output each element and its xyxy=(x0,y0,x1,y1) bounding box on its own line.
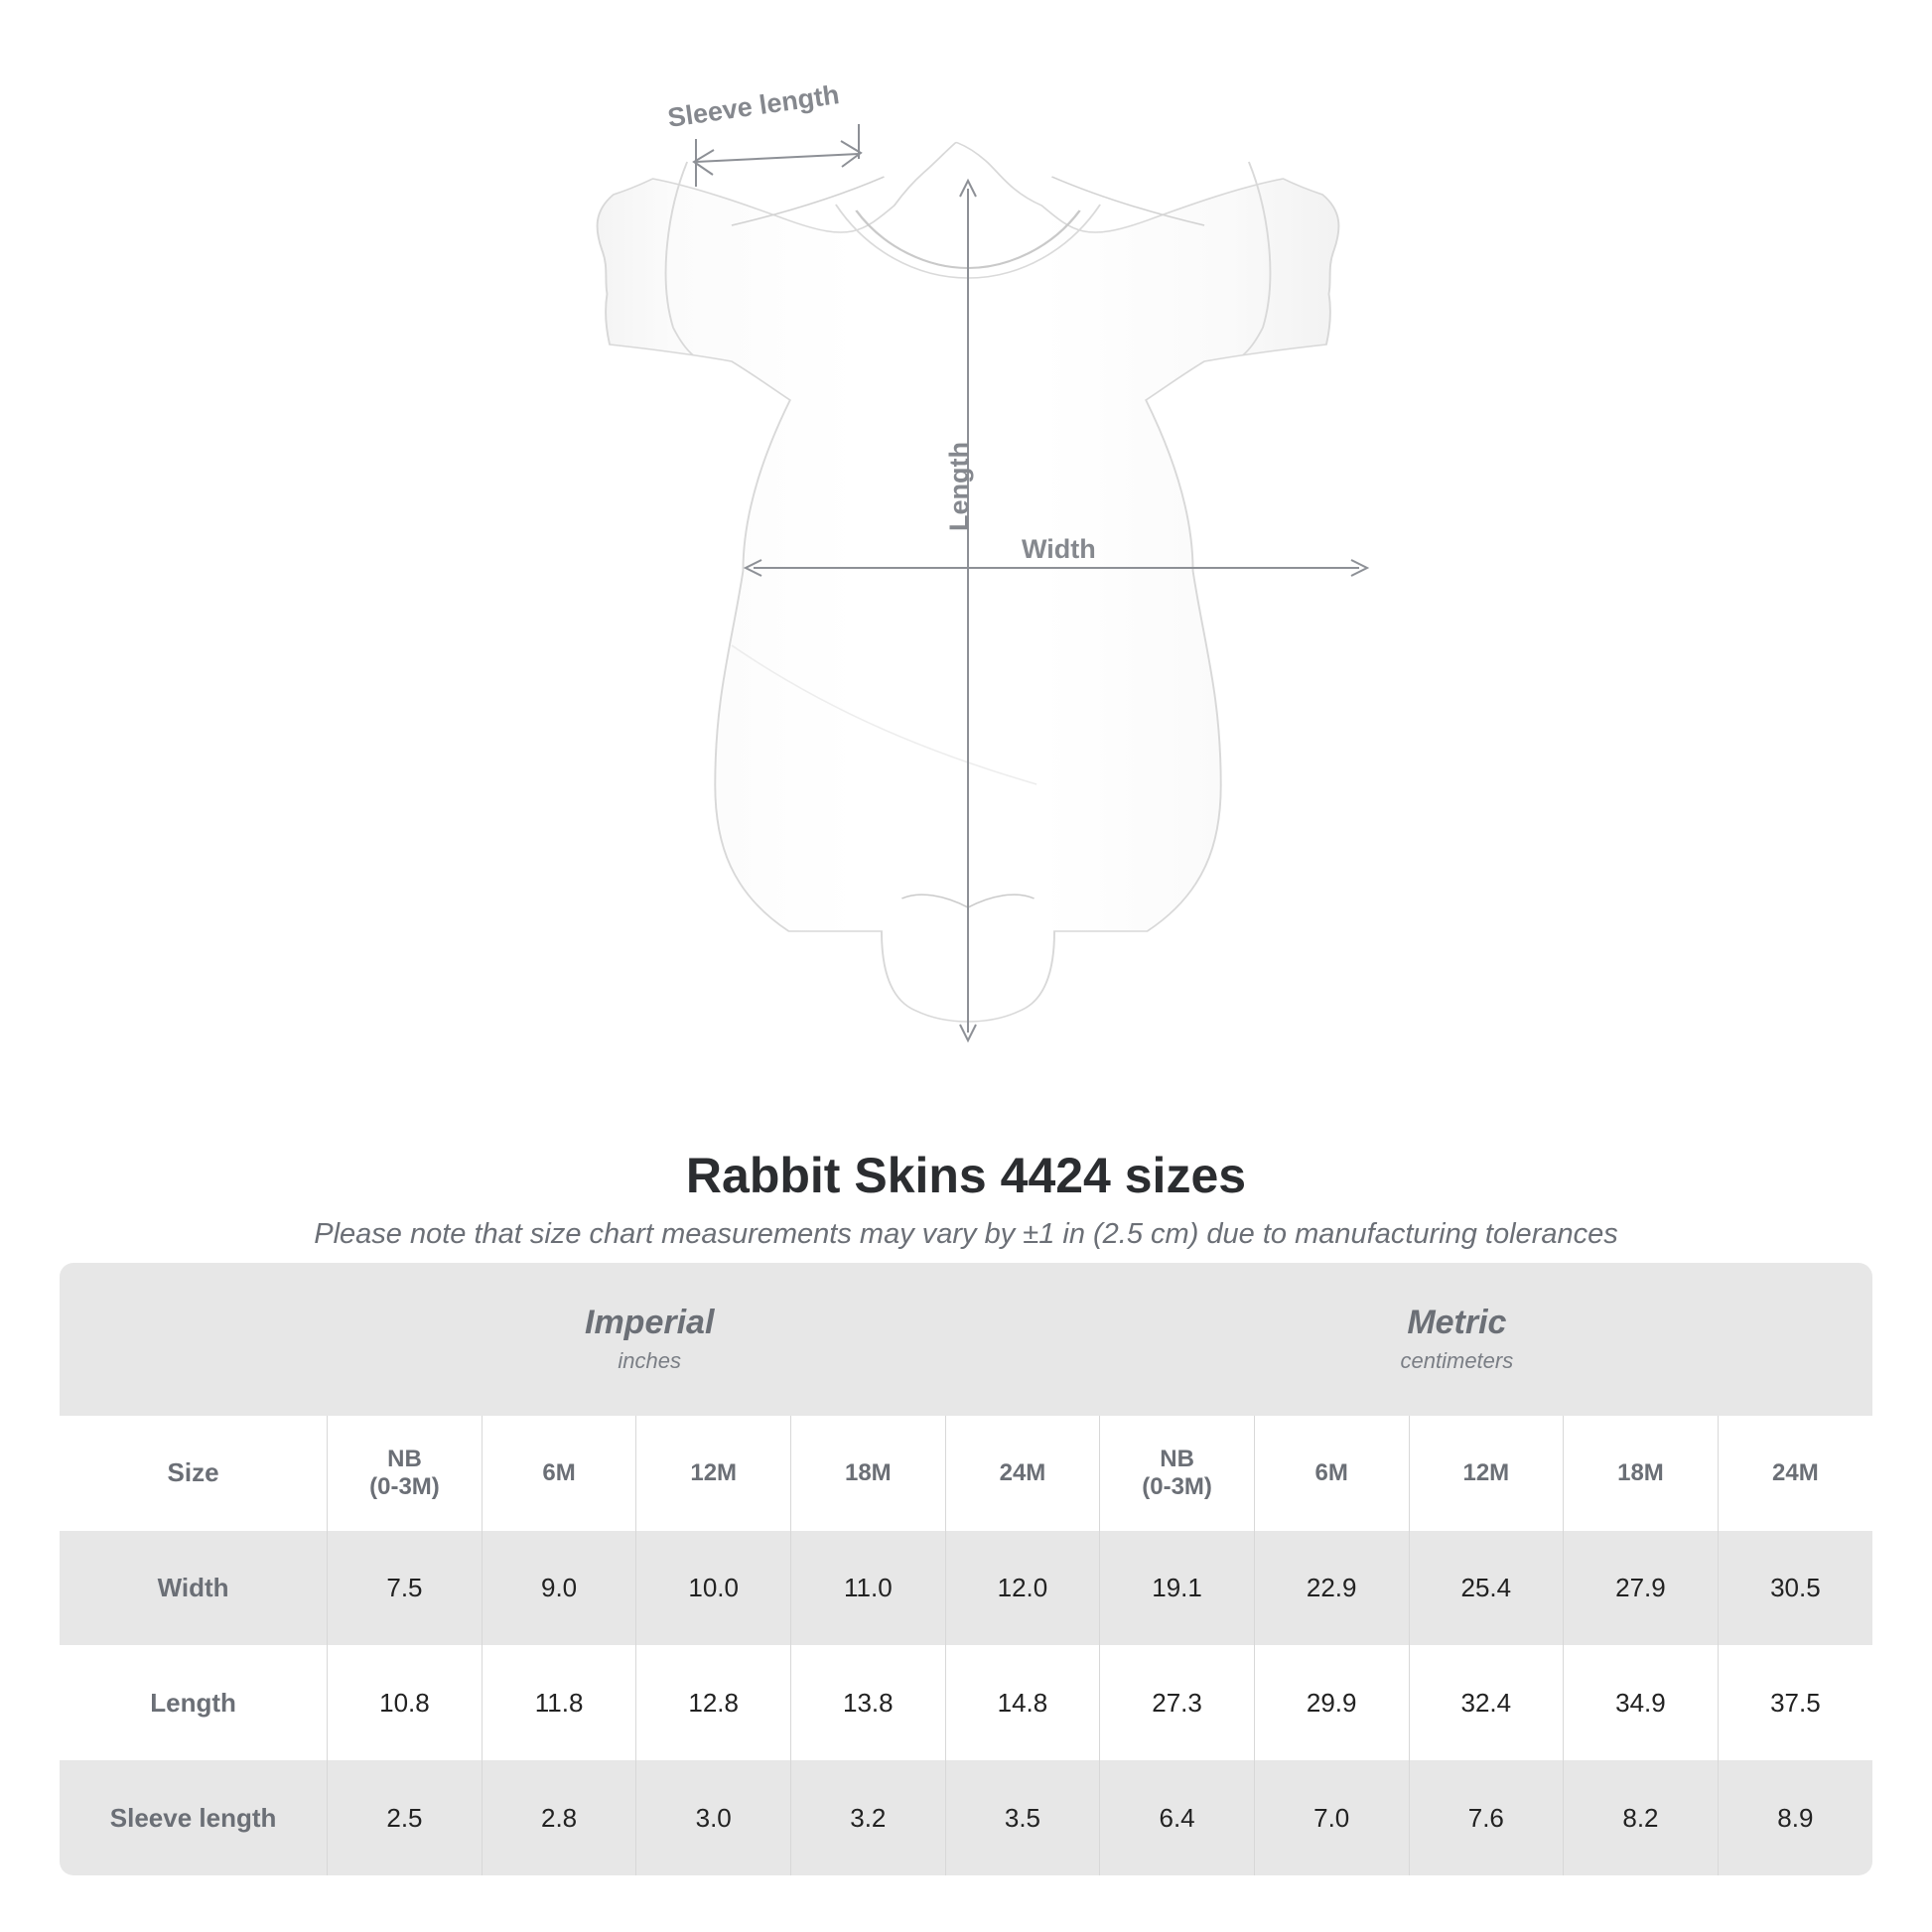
svg-text:Length: Length xyxy=(944,442,974,531)
svg-text:Sleeve length: Sleeve length xyxy=(666,79,842,133)
svg-text:Width: Width xyxy=(1022,534,1096,564)
